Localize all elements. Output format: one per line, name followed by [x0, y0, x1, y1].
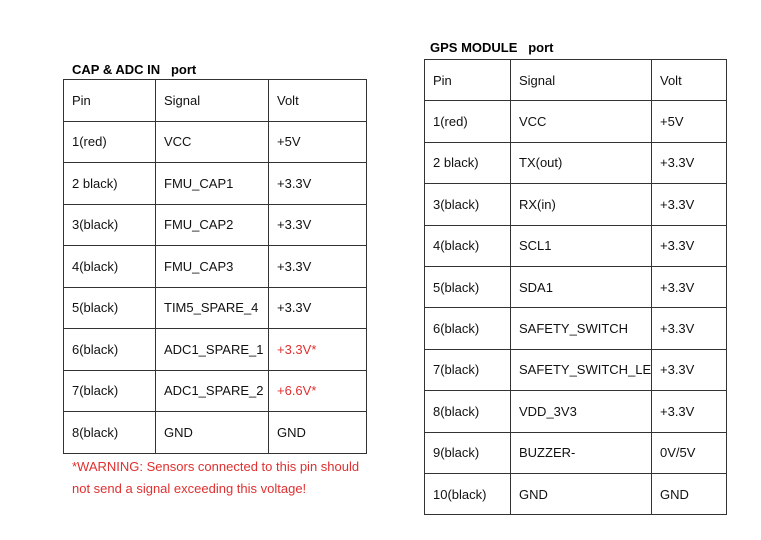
pin-cell: 5(black): [63, 286, 156, 329]
pin-cell: 6(black): [424, 307, 511, 350]
volt-cell: +3.3V: [651, 224, 727, 267]
volt-cell: +3.3V: [651, 348, 727, 392]
signal-cell: SAFETY_SWITCH: [510, 307, 652, 350]
pin-cell: 4(black): [63, 245, 156, 288]
signal-cell: FMU_CAP3: [155, 245, 269, 288]
signal-cell: FMU_CAP2: [155, 203, 269, 246]
signal-cell: GND: [510, 472, 652, 516]
pin-cell: 2 black): [63, 162, 156, 205]
pin-cell: 1(red): [63, 120, 156, 163]
pin-cell: 1(red): [424, 100, 511, 143]
cap-adc-title: CAP & ADC IN port: [72, 62, 197, 77]
table-header-row: Pin Signal Volt: [424, 58, 727, 102]
signal-cell: VCC: [155, 120, 269, 163]
volt-cell: +3.3V: [651, 141, 727, 185]
signal-cell: ADC1_SPARE_2: [155, 369, 269, 412]
signal-cell: VDD_3V3: [510, 390, 652, 433]
header-volt: Volt: [651, 58, 727, 102]
table-row: 5(black) TIM5_SPARE_4 +3.3V: [63, 286, 367, 329]
volt-cell: +5V: [268, 120, 367, 163]
table-row: 4(black) SCL1 +3.3V: [424, 224, 727, 267]
pin-cell: 3(black): [63, 203, 156, 246]
table-row: 7(black) SAFETY_SWITCH_LED +3.3V: [424, 348, 727, 392]
volt-cell: +3.3V: [651, 265, 727, 309]
volt-cell: +5V: [651, 100, 727, 143]
signal-cell: GND: [155, 411, 269, 454]
table-row: 1(red) VCC +5V: [63, 120, 367, 163]
table-row: 10(black) GND GND: [424, 472, 727, 516]
pin-cell: 5(black): [424, 265, 511, 309]
pin-cell: 8(black): [424, 390, 511, 433]
table-row: 3(black) FMU_CAP2 +3.3V: [63, 203, 367, 246]
voltage-warning-note: *WARNING: Sensors connected to this pin …: [72, 459, 360, 496]
table-row: 6(black) SAFETY_SWITCH +3.3V: [424, 307, 727, 350]
signal-cell: SCL1: [510, 224, 652, 267]
volt-cell: +3.3V: [651, 390, 727, 433]
pin-cell: 7(black): [63, 369, 156, 412]
table-row: 2 black) TX(out) +3.3V: [424, 141, 727, 185]
signal-cell: BUZZER-: [510, 431, 652, 474]
table-row: 5(black) SDA1 +3.3V: [424, 265, 727, 309]
signal-cell: FMU_CAP1: [155, 162, 269, 205]
volt-cell: +3.3V: [268, 286, 367, 329]
pin-cell: 8(black): [63, 411, 156, 454]
table-row: 8(black) GND GND: [63, 411, 367, 454]
volt-cell: GND: [651, 472, 727, 516]
table-row: 9(black) BUZZER- 0V/5V: [424, 431, 727, 474]
signal-cell: TIM5_SPARE_4: [155, 286, 269, 329]
volt-cell: +3.3V: [268, 203, 367, 246]
volt-cell: +3.3V: [268, 162, 367, 205]
cap-adc-table: Pin Signal Volt 1(red) VCC +5V 2 black) …: [63, 79, 367, 454]
table-header-row: Pin Signal Volt: [63, 79, 367, 122]
volt-cell-warning: +3.3V*: [268, 328, 367, 371]
signal-cell: RX(in): [510, 183, 652, 226]
volt-cell: 0V/5V: [651, 431, 727, 474]
volt-cell: +3.3V: [651, 307, 727, 350]
table-row: 2 black) FMU_CAP1 +3.3V: [63, 162, 367, 205]
volt-cell-warning: +6.6V*: [268, 369, 367, 412]
gps-module-title: GPS MODULE port: [430, 40, 554, 55]
volt-cell: +3.3V: [268, 245, 367, 288]
table-row: 6(black) ADC1_SPARE_1 +3.3V*: [63, 328, 367, 371]
signal-cell: SAFETY_SWITCH_LED: [510, 348, 652, 392]
pin-cell: 4(black): [424, 224, 511, 267]
header-pin: Pin: [63, 79, 156, 122]
header-volt: Volt: [268, 79, 367, 122]
header-signal: Signal: [510, 58, 652, 102]
pin-cell: 6(black): [63, 328, 156, 371]
signal-cell: VCC: [510, 100, 652, 143]
table-row: 7(black) ADC1_SPARE_2 +6.6V*: [63, 369, 367, 412]
pin-cell: 10(black): [424, 472, 511, 516]
pin-cell: 2 black): [424, 141, 511, 185]
gps-module-table: Pin Signal Volt 1(red) VCC +5V 2 black) …: [424, 58, 727, 516]
pin-cell: 3(black): [424, 183, 511, 226]
signal-cell: TX(out): [510, 141, 652, 185]
signal-cell: ADC1_SPARE_1: [155, 328, 269, 371]
header-pin: Pin: [424, 58, 511, 102]
signal-cell: SDA1: [510, 265, 652, 309]
table-row: 8(black) VDD_3V3 +3.3V: [424, 390, 727, 433]
table-row: 4(black) FMU_CAP3 +3.3V: [63, 245, 367, 288]
header-signal: Signal: [155, 79, 269, 122]
volt-cell: GND: [268, 411, 367, 454]
pin-cell: 7(black): [424, 348, 511, 392]
table-row: 3(black) RX(in) +3.3V: [424, 183, 727, 226]
pin-cell: 9(black): [424, 431, 511, 474]
table-row: 1(red) VCC +5V: [424, 100, 727, 143]
volt-cell: +3.3V: [651, 183, 727, 226]
